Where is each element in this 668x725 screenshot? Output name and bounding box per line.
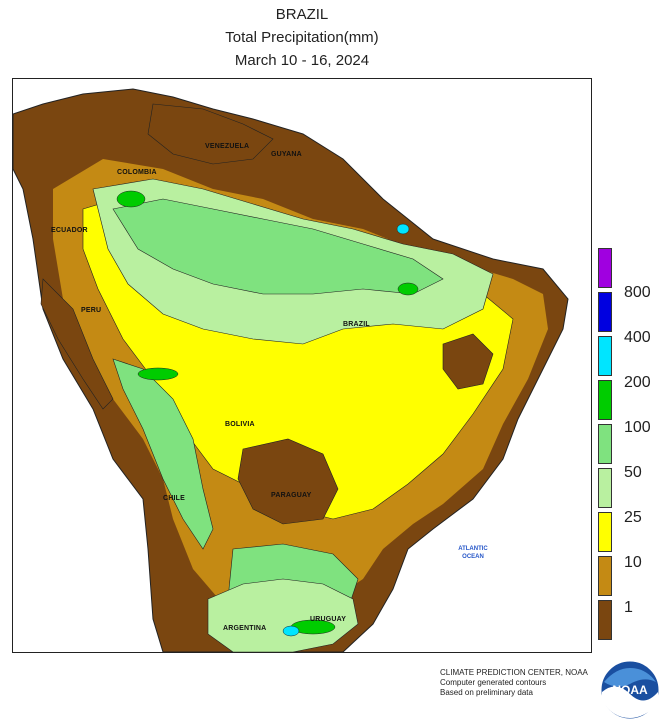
dry-zone-northeast	[442, 333, 494, 390]
label-chile: CHILE	[163, 495, 185, 502]
label-brazil: BRAZIL	[343, 321, 370, 328]
label-bolivia: BOLIVIA	[225, 421, 255, 428]
legend-swatch-100-200	[598, 380, 612, 420]
credits-line-2: Computer generated contours	[440, 678, 547, 687]
dry-zone-venezuela	[147, 103, 274, 165]
map-subtitle: Total Precipitation(mm)	[225, 29, 379, 46]
ocean-line-2: OCEAN	[462, 554, 484, 560]
noaa-logo-icon: NOAA	[600, 660, 660, 720]
legend-colorbar	[598, 248, 612, 644]
label-argentina: ARGENTINA	[223, 625, 267, 632]
label-guyana: GUYANA	[271, 151, 302, 158]
noaa-logo-text: NOAA	[612, 683, 648, 697]
precipitation-map-svg	[13, 88, 569, 652]
legend-tick-100: 100	[624, 419, 651, 436]
legend-swatch-200-400	[598, 336, 612, 376]
precip-zone-100-200-2	[137, 367, 179, 381]
legend-tick-1: 1	[624, 599, 633, 616]
legend-swatch-25-50	[598, 468, 612, 508]
legend-tick-10: 10	[624, 554, 642, 571]
label-atlantic-ocean: ATLANTIC OCEAN	[453, 545, 493, 561]
precip-zone-100-200-4	[397, 282, 419, 296]
legend-tick-800: 800	[624, 284, 651, 301]
dry-zone-paraguay	[237, 438, 339, 525]
credits-line-1: CLIMATE PREDICTION CENTER, NOAA	[440, 668, 588, 677]
label-venezuela: VENEZUELA	[205, 143, 250, 150]
label-uruguay: URUGUAY	[310, 616, 347, 623]
credits-line-3: Based on preliminary data	[440, 688, 533, 697]
label-peru: PERU	[81, 307, 102, 314]
precip-zone-100-200-1	[116, 190, 146, 208]
legend-swatch-50-100	[598, 424, 612, 464]
dry-zone-peru-coast	[40, 278, 114, 410]
legend-swatch-400-800	[598, 292, 612, 332]
ocean-line-1: ATLANTIC	[458, 546, 488, 552]
label-colombia: COLOMBIA	[117, 169, 157, 176]
legend-swatch-0-1	[598, 600, 612, 640]
legend-tick-50: 50	[624, 464, 642, 481]
legend-tick-200: 200	[624, 374, 651, 391]
legend-swatch-10-25	[598, 512, 612, 552]
legend-swatch-1-10	[598, 556, 612, 596]
precipitation-map: VENEZUELA GUYANA COLOMBIA ECUADOR PERU B…	[12, 78, 592, 653]
map-title: BRAZIL	[275, 6, 329, 23]
legend-swatch-800-plus	[598, 248, 612, 288]
map-date-range: March 10 - 16, 2024	[234, 52, 370, 69]
precip-zone-50-100-andes	[112, 358, 214, 550]
label-paraguay: PARAGUAY	[271, 492, 312, 499]
precip-zone-200-400	[282, 625, 300, 637]
legend-tick-25: 25	[624, 509, 642, 526]
precip-zone-50-100-north	[112, 198, 444, 295]
legend-tick-400: 400	[624, 329, 651, 346]
label-ecuador: ECUADOR	[51, 227, 88, 234]
precip-zone-200-400-north	[396, 223, 410, 235]
